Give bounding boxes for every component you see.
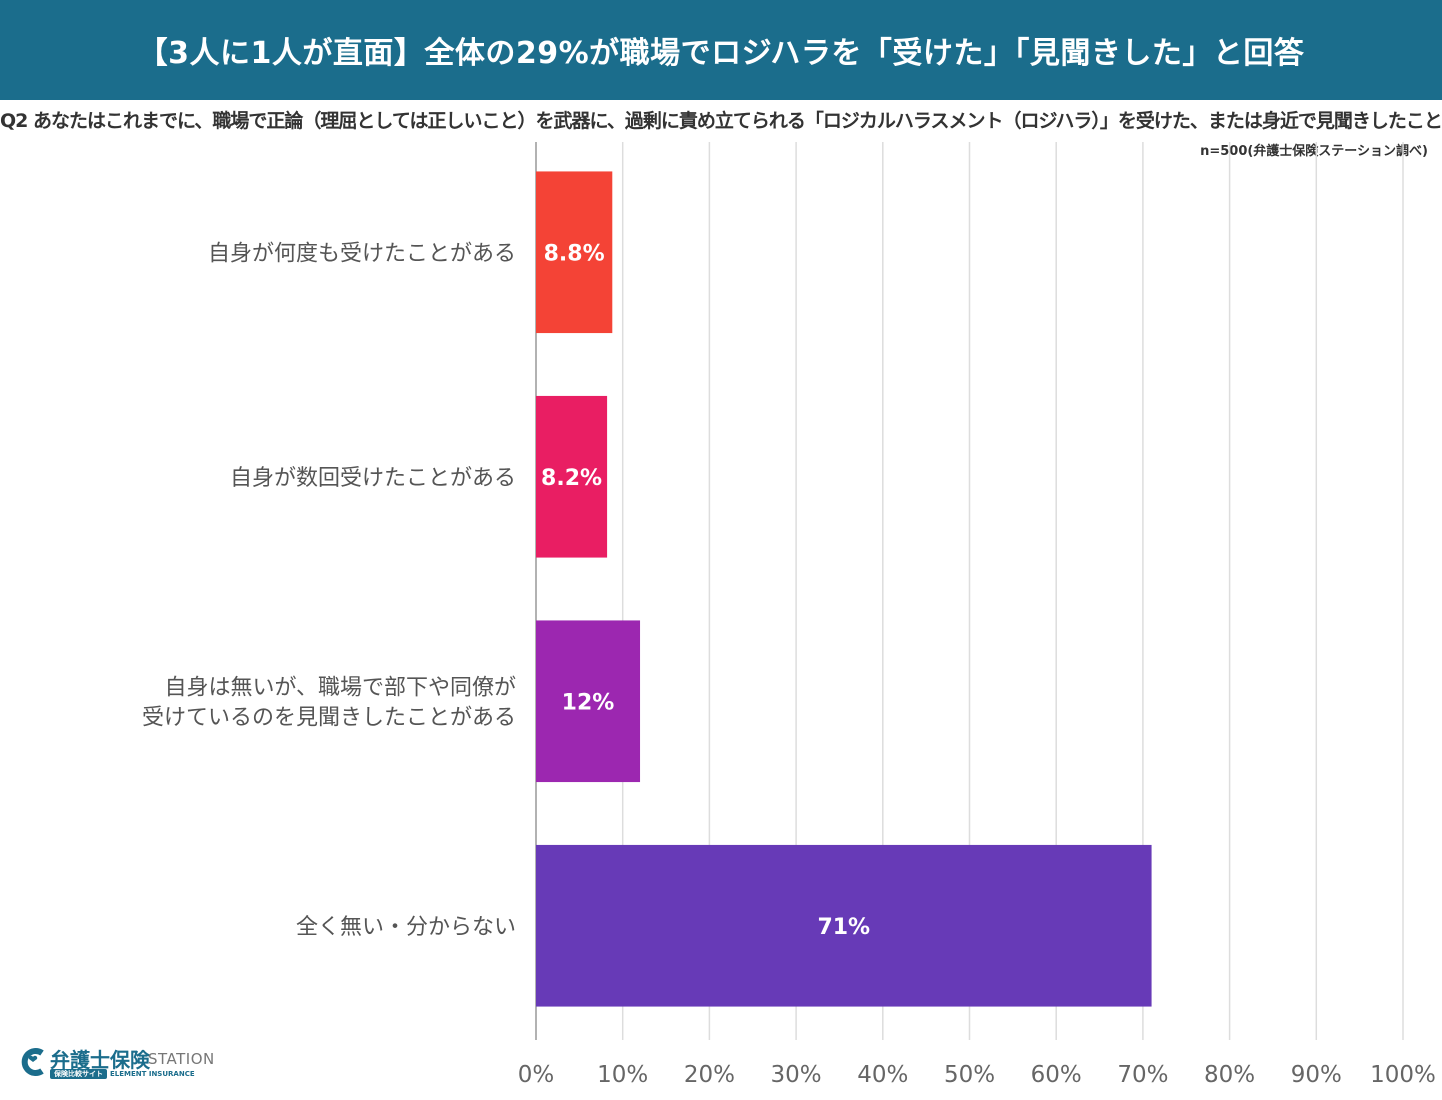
x-tick-label: 90% <box>1291 1062 1342 1088</box>
x-tick-label: 100% <box>1370 1062 1436 1088</box>
category-label: 自身が数回受けたことがある <box>230 466 516 491</box>
x-tick-label: 50% <box>944 1062 995 1088</box>
logo-mark-icon <box>21 1048 44 1076</box>
logo-tag-jp: 保険比較サイト <box>50 1069 107 1079</box>
bar <box>536 395 608 558</box>
x-tick-label: 30% <box>771 1062 822 1088</box>
logo-brand-jp: 弁護士保険 <box>50 1048 150 1072</box>
bar <box>536 844 1152 1007</box>
x-tick-label: 20% <box>684 1062 735 1088</box>
chart-header: 【3人に1人が直面】全体の29%が職場でロジハラを「受けた」「見聞きした」と回答 <box>0 0 1442 100</box>
category-label: 自身が何度も受けたことがある <box>208 241 516 266</box>
logo-brand-en: STATION <box>148 1050 215 1068</box>
x-tick-label: 10% <box>597 1062 648 1088</box>
category-label: 自身は無いが、職場で部下や同僚が <box>164 675 516 700</box>
x-tick-label: 60% <box>1031 1062 1082 1088</box>
data-label: 8.8% <box>544 241 605 266</box>
x-tick-label: 70% <box>1117 1062 1168 1088</box>
data-label: 12% <box>562 690 615 715</box>
question-text: Q2 あなたはこれまでに、職場で正論（理屈としては正しいこと）を武器に、過剰に責… <box>0 110 1442 132</box>
data-label: 8.2% <box>541 466 602 491</box>
source-note: n=500(弁護士保険ステーション調べ) <box>1200 144 1428 159</box>
brand-logo: 弁護士保険 STATION 保険比較サイト ELEMENT INSURANCE <box>20 1044 240 1084</box>
data-label: 71% <box>817 915 870 940</box>
x-tick-label: 80% <box>1204 1062 1255 1088</box>
x-tick-label: 0% <box>518 1062 555 1088</box>
x-tick-label: 40% <box>857 1062 908 1088</box>
bar <box>536 171 613 334</box>
bar <box>536 620 641 783</box>
category-label: 受けているのを見聞きしたことがある <box>142 705 516 730</box>
category-label: 全く無い・分からない <box>296 915 516 940</box>
chart-title: 【3人に1人が直面】全体の29%が職場でロジハラを「受けた」「見聞きした」と回答 <box>137 36 1305 71</box>
logo-tag-en: ELEMENT INSURANCE <box>110 1070 195 1078</box>
